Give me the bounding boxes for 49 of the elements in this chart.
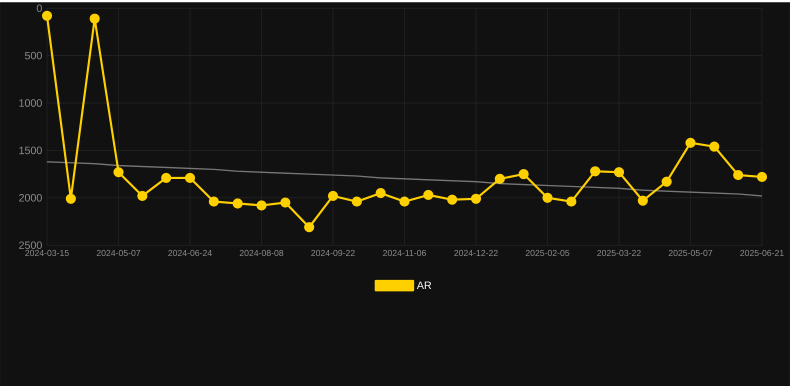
- x-tick-label: 2024-06-24: [168, 250, 212, 256]
- point: [662, 176, 672, 187]
- point: [328, 190, 338, 201]
- x-tick-label: 2025-05-07: [668, 250, 712, 256]
- x-tick-label: 2024-12-22: [454, 250, 498, 256]
- point: [66, 194, 76, 204]
- point: [542, 192, 553, 203]
- point: [470, 194, 482, 204]
- point: [90, 13, 100, 24]
- y-tick-label: 2000: [19, 194, 42, 202]
- point: [614, 167, 624, 178]
- point: [184, 172, 196, 183]
- x-tick-label: 2025-06-21: [740, 250, 784, 256]
- point: [304, 222, 314, 232]
- point: [399, 196, 410, 207]
- point: [638, 195, 648, 206]
- point: [685, 138, 696, 148]
- y-tick-label: 500: [24, 52, 42, 60]
- x-tick-label: 2024-11-06: [383, 250, 426, 256]
- y-tick-label: 2500: [19, 241, 42, 249]
- point: [232, 198, 243, 208]
- point: [756, 172, 768, 182]
- point: [447, 194, 458, 205]
- point: [494, 174, 505, 184]
- point: [423, 190, 434, 200]
- point: [137, 190, 148, 201]
- x-tick-label: 2024-05-07: [96, 250, 140, 256]
- point: [733, 170, 744, 180]
- x-tick-label: 2024-09-22: [311, 250, 355, 256]
- x-tick-label: 2025-03-22: [597, 250, 641, 256]
- point: [161, 172, 172, 183]
- x-tick-label: 2024-08-08: [240, 250, 284, 256]
- point: [376, 188, 386, 198]
- point: [566, 196, 576, 207]
- point: [709, 141, 720, 152]
- y-tick-label: 1500: [19, 146, 42, 154]
- point: [256, 200, 267, 210]
- point: [280, 197, 290, 208]
- point: [518, 168, 529, 180]
- point: [590, 166, 600, 176]
- point: [42, 10, 52, 21]
- point: [352, 196, 362, 207]
- point: [113, 167, 124, 178]
- y-tick-label: 1000: [19, 99, 42, 107]
- point: [208, 196, 219, 207]
- y-tick-label: 0: [36, 4, 42, 12]
- x-tick-label: 2025-02-05: [526, 250, 570, 256]
- legend-label: AR: [416, 282, 432, 289]
- x-tick-label: 2024-03-15: [25, 250, 69, 256]
